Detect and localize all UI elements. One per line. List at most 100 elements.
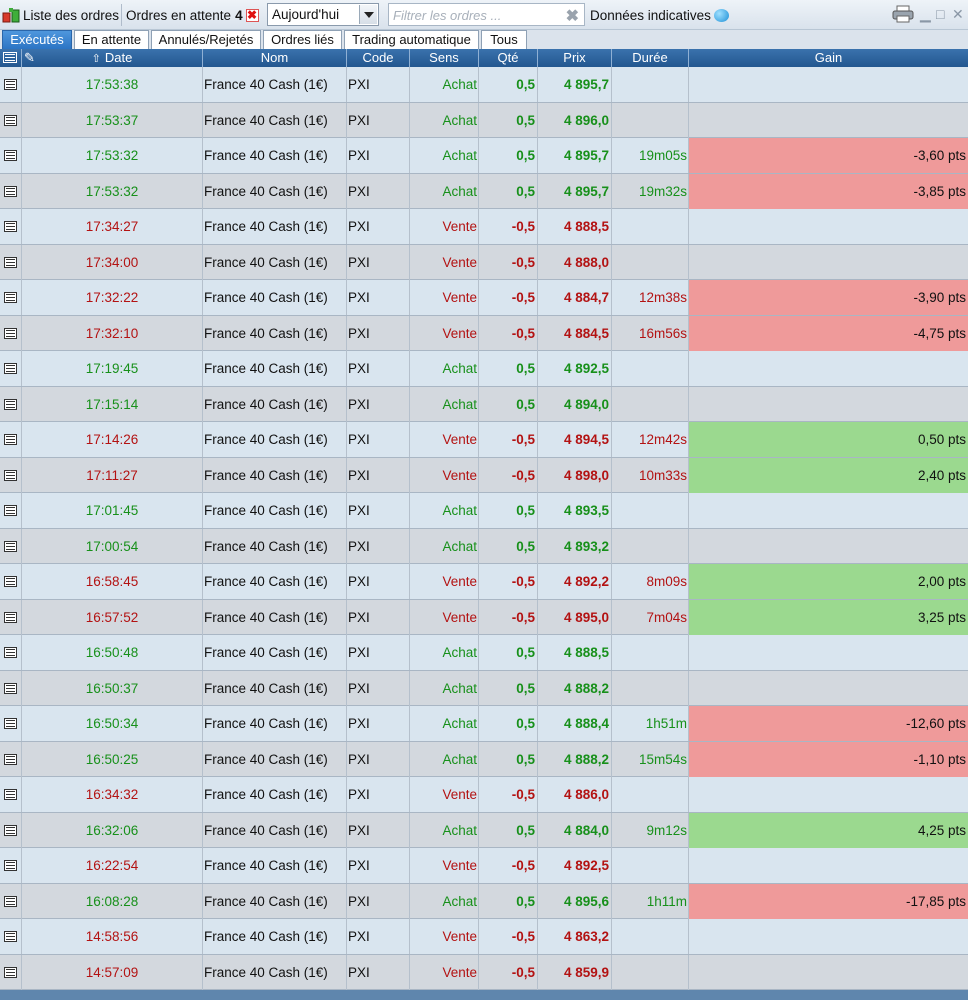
wrench-icon[interactable]: ✎: [24, 50, 35, 65]
column-code[interactable]: Code: [347, 49, 410, 67]
table-row[interactable]: 17:34:00 France 40 Cash (1€) PXI Vente -0,5 4…: [0, 244, 968, 280]
table-row[interactable]: 14:58:56 France 40 Cash (1€) PXI Vente -0,5 4…: [0, 919, 968, 955]
order-details-icon[interactable]: [4, 256, 17, 268]
order-details-icon[interactable]: [4, 469, 17, 481]
order-details-icon[interactable]: [4, 363, 17, 374]
maximize-icon[interactable]: □: [936, 6, 945, 22]
order-details-icon[interactable]: [4, 966, 17, 978]
table-row[interactable]: 17:32:22 France 40 Cash (1€) PXI Vente -0,5 4…: [0, 280, 968, 316]
order-details-icon[interactable]: [4, 540, 17, 552]
table-row[interactable]: 17:01:45 France 40 Cash (1€) PXI Achat 0,5 4 …: [0, 493, 968, 529]
table-row[interactable]: 16:08:28 France 40 Cash (1€) PXI Achat 0,5 4 …: [0, 883, 968, 919]
order-details-icon[interactable]: [4, 150, 17, 161]
tab-tous[interactable]: Tous: [481, 30, 527, 49]
clear-pending-icon[interactable]: ✖: [245, 7, 259, 22]
table-row[interactable]: 17:53:32 France 40 Cash (1€) PXI Achat 0,5 4 …: [0, 173, 968, 209]
row-detail-cell[interactable]: [0, 138, 22, 173]
column-sens[interactable]: Sens: [410, 49, 479, 67]
row-detail-cell[interactable]: [0, 741, 22, 777]
row-detail-cell[interactable]: [0, 315, 22, 351]
filter-field[interactable]: ✖: [388, 3, 585, 26]
header-icon-column[interactable]: [0, 49, 22, 67]
table-row[interactable]: 16:22:54 France 40 Cash (1€) PXI Vente -0,5 4…: [0, 848, 968, 884]
row-detail-cell[interactable]: [0, 280, 22, 315]
row-detail-cell[interactable]: [0, 422, 22, 457]
table-row[interactable]: 16:50:34 France 40 Cash (1€) PXI Achat 0,5 4 …: [0, 706, 968, 742]
row-detail-cell[interactable]: [0, 599, 22, 635]
row-detail-cell[interactable]: [0, 706, 22, 741]
info-bubble-icon[interactable]: [713, 8, 729, 22]
table-row[interactable]: 16:32:06 France 40 Cash (1€) PXI Achat 0,5 4 …: [0, 812, 968, 848]
order-details-icon[interactable]: [4, 185, 17, 197]
column-duree[interactable]: Durée: [612, 49, 689, 67]
table-row[interactable]: 17:14:26 France 40 Cash (1€) PXI Vente -0,5 4…: [0, 422, 968, 458]
table-row[interactable]: 17:19:45 France 40 Cash (1€) PXI Achat 0,5 4 …: [0, 351, 968, 387]
table-row[interactable]: 17:34:27 France 40 Cash (1€) PXI Vente -0,5 4…: [0, 209, 968, 245]
table-row[interactable]: 16:58:45 France 40 Cash (1€) PXI Vente -0,5 4…: [0, 564, 968, 600]
row-detail-cell[interactable]: [0, 67, 22, 102]
order-details-icon[interactable]: [4, 860, 17, 871]
order-details-icon[interactable]: [4, 505, 17, 516]
column-gain[interactable]: Gain: [814, 50, 843, 65]
row-detail-cell[interactable]: [0, 564, 22, 599]
filter-input[interactable]: [393, 6, 563, 24]
table-row[interactable]: 16:50:25 France 40 Cash (1€) PXI Achat 0,5 4 …: [0, 741, 968, 777]
order-details-icon[interactable]: [4, 718, 17, 729]
row-detail-cell[interactable]: [0, 777, 22, 812]
table-row[interactable]: 16:50:37 France 40 Cash (1€) PXI Achat 0,5 4 …: [0, 670, 968, 706]
row-detail-cell[interactable]: [0, 670, 22, 706]
row-detail-cell[interactable]: [0, 812, 22, 848]
order-details-icon[interactable]: [4, 753, 17, 765]
row-detail-cell[interactable]: [0, 528, 22, 564]
row-detail-cell[interactable]: [0, 635, 22, 670]
row-detail-cell[interactable]: [0, 102, 22, 138]
pending-orders-button[interactable]: Ordres en attente 4 ✖: [126, 3, 259, 27]
row-detail-cell[interactable]: [0, 173, 22, 209]
column-qte[interactable]: Qté: [479, 49, 538, 67]
order-details-icon[interactable]: [4, 221, 17, 232]
table-row[interactable]: 17:53:38 France 40 Cash (1€) PXI Achat 0,5 4 …: [0, 67, 968, 103]
order-details-icon[interactable]: [4, 398, 17, 410]
row-detail-cell[interactable]: [0, 209, 22, 244]
order-details-icon[interactable]: [4, 682, 17, 694]
row-detail-cell[interactable]: [0, 848, 22, 883]
table-row[interactable]: 17:15:14 France 40 Cash (1€) PXI Achat 0,5 4 …: [0, 386, 968, 422]
close-icon[interactable]: ✕: [952, 6, 964, 22]
period-select[interactable]: Aujourd'hui: [267, 3, 379, 26]
clear-filter-icon[interactable]: ✖: [565, 8, 579, 25]
table-row[interactable]: 16:34:32 France 40 Cash (1€) PXI Vente -0,5 4…: [0, 777, 968, 813]
row-detail-cell[interactable]: [0, 244, 22, 280]
order-details-icon[interactable]: [4, 327, 17, 339]
order-details-icon[interactable]: [4, 824, 17, 836]
tab-executes[interactable]: Exécutés: [2, 30, 72, 49]
row-detail-cell[interactable]: [0, 883, 22, 919]
order-details-icon[interactable]: [4, 931, 17, 942]
row-detail-cell[interactable]: [0, 954, 22, 990]
row-detail-cell[interactable]: [0, 457, 22, 493]
tab-en-attente[interactable]: En attente: [74, 30, 149, 49]
order-details-icon[interactable]: [4, 114, 17, 126]
table-row[interactable]: 17:32:10 France 40 Cash (1€) PXI Vente -0,5 4…: [0, 315, 968, 351]
tab-trading-automatique[interactable]: Trading automatique: [344, 30, 479, 49]
table-row[interactable]: 17:00:54 France 40 Cash (1€) PXI Achat 0,5 4 …: [0, 528, 968, 564]
order-details-icon[interactable]: [4, 576, 17, 587]
table-row[interactable]: 17:11:27 France 40 Cash (1€) PXI Vente -0,5 4…: [0, 457, 968, 493]
column-date[interactable]: ⇧ Date: [22, 49, 203, 67]
order-details-icon[interactable]: [4, 895, 17, 907]
order-details-icon[interactable]: [4, 647, 17, 658]
tab-annules-rejetes[interactable]: Annulés/Rejetés: [151, 30, 261, 49]
table-row[interactable]: 17:53:37 France 40 Cash (1€) PXI Achat 0,5 4 …: [0, 102, 968, 138]
table-row[interactable]: 14:57:09 France 40 Cash (1€) PXI Vente -0,5 4…: [0, 954, 968, 990]
order-details-icon[interactable]: [4, 292, 17, 303]
table-row[interactable]: 17:53:32 France 40 Cash (1€) PXI Achat 0,5 4 …: [0, 138, 968, 174]
order-details-icon[interactable]: [4, 611, 17, 623]
printer-icon[interactable]: [892, 5, 914, 23]
minimize-icon[interactable]: ▁: [920, 6, 931, 22]
tab-ordres-lies[interactable]: Ordres liés: [263, 30, 342, 49]
column-prix[interactable]: Prix: [538, 49, 612, 67]
order-details-icon[interactable]: [4, 789, 17, 800]
table-row[interactable]: 16:50:48 France 40 Cash (1€) PXI Achat 0,5 4 …: [0, 635, 968, 671]
row-detail-cell[interactable]: [0, 493, 22, 528]
row-detail-cell[interactable]: [0, 386, 22, 422]
row-detail-cell[interactable]: [0, 351, 22, 386]
